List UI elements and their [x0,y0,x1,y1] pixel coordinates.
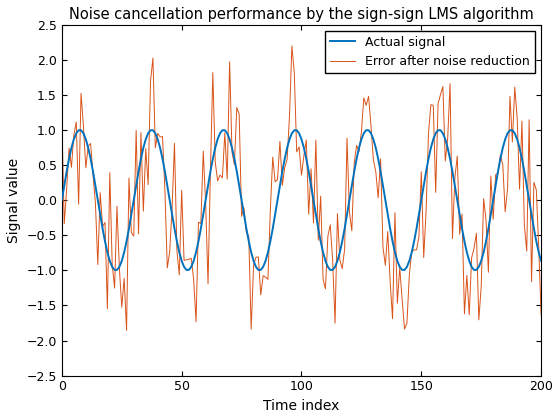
Actual signal [473,268,480,273]
Error after noise reduction [236,112,242,117]
Title: Noise cancellation performance by the sign-sign LMS algorithm: Noise cancellation performance by the si… [69,7,534,22]
Actual signal [509,128,516,133]
Actual signal [234,169,240,174]
Error after noise reduction [262,275,269,280]
Error after noise reduction [58,118,65,123]
Error after noise reduction [101,220,108,225]
Error after noise reduction [502,209,508,214]
X-axis label: Time index: Time index [263,399,340,413]
Actual signal [538,258,544,263]
Actual signal [260,264,267,269]
Line: Error after noise reduction: Error after noise reduction [62,46,541,331]
Y-axis label: Signal value: Signal value [7,158,21,243]
Error after noise reduction [538,312,544,318]
Actual signal [318,239,324,244]
Error after noise reduction [288,43,295,48]
Legend: Actual signal, Error after noise reduction: Actual signal, Error after noise reducti… [325,31,535,73]
Actual signal [58,197,65,202]
Error after noise reduction [61,221,68,226]
Line: Actual signal: Actual signal [62,130,541,270]
Error after noise reduction [322,286,329,291]
Actual signal [500,145,506,150]
Actual signal [101,239,108,244]
Actual signal [61,183,68,188]
Error after noise reduction [123,328,130,333]
